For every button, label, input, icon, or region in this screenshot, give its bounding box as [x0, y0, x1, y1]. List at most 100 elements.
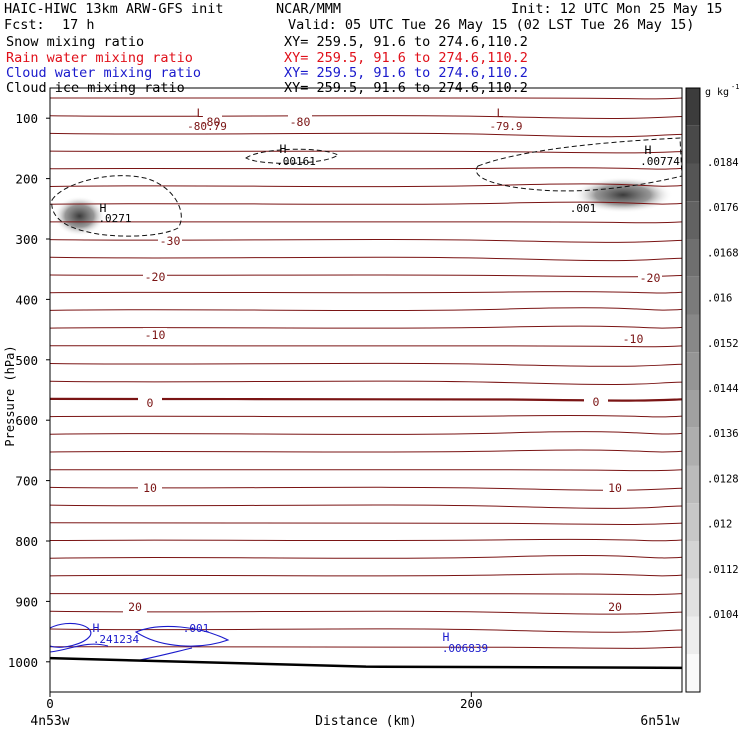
colorbar-tick-label: .0152: [707, 338, 739, 350]
isotherm-label-bg: [138, 481, 162, 494]
isotherm-line: [49, 256, 683, 262]
x-axis-label: Distance (km): [315, 714, 417, 729]
isotherm-line: [49, 486, 683, 491]
isotherm-label: -10: [145, 328, 166, 342]
isotherm-line: [49, 362, 683, 367]
y-tick-label: 1000: [8, 655, 38, 670]
org-label: NCAR/MMM: [276, 1, 342, 17]
colorbar-bin: [686, 276, 700, 315]
colorbar-bin: [686, 578, 700, 617]
extremum-value: .006839: [442, 642, 488, 655]
y-tick-label: 500: [15, 353, 38, 368]
x-right-location: 6n51w: [640, 714, 679, 729]
isotherm-label: -80: [200, 115, 221, 129]
extremum-value: .00774: [640, 155, 680, 168]
field-cloudwater-name: Cloud water mixing ratio: [6, 65, 202, 81]
field-rain-xy: XY= 259.5, 91.6 to 274.6,110.2: [284, 50, 528, 66]
isotherm-line: [49, 167, 683, 170]
isotherm-line: [49, 150, 683, 154]
model-title: HAIC-HIWC 13km ARW-GFS init: [4, 1, 224, 17]
extremum-value: .241234: [93, 633, 140, 646]
extremum-marker: H: [100, 201, 107, 215]
colorbar-tick-label: .0176: [707, 202, 739, 214]
extremum-value: .001: [570, 202, 597, 215]
colorbar-tick-label: .0128: [707, 473, 739, 485]
isotherm-line: [49, 538, 683, 542]
isotherm-line: [49, 380, 683, 385]
cloud-water-contour: [134, 625, 230, 647]
y-tick-label: 800: [15, 534, 38, 549]
field-snow-name: Snow mixing ratio: [6, 34, 145, 50]
cloud-water-contour: [49, 622, 92, 648]
isotherm-label-bg: [603, 600, 627, 613]
colorbar-bin: [686, 163, 700, 202]
isotherm-label-bg: [198, 115, 222, 128]
isotherm-line: [49, 628, 683, 633]
isotherm-label: 20: [128, 600, 142, 614]
colorbar-tick-label: .0104: [707, 609, 739, 621]
isotherm-line: [49, 646, 683, 649]
isotherm-line: [49, 239, 683, 243]
y-tick-label: 600: [15, 413, 38, 428]
isotherm-line: [49, 449, 683, 453]
isotherm-line: [49, 431, 683, 435]
isotherm-label-bg: [638, 271, 662, 284]
isotherm-line: [49, 183, 683, 188]
colorbar-bin: [686, 239, 700, 277]
isotherm-label-bg: [123, 600, 147, 613]
colorbar-tick-label: .0168: [707, 247, 739, 259]
isotherm-line: [49, 291, 683, 294]
isotherm-label: 10: [143, 481, 157, 495]
isotherm-label: -10: [623, 332, 644, 346]
colorbar-bin: [686, 88, 700, 126]
colorbar-frame: [685, 87, 701, 693]
extremum-value: .0271: [98, 212, 131, 225]
extremum-marker: L: [197, 106, 204, 120]
extremum-marker: H: [443, 630, 450, 644]
isotherm-line: [49, 610, 683, 615]
colorbar-bin: [686, 654, 700, 692]
isotherm-line: [49, 325, 683, 329]
init-time: Init: 12 UTC Mon 25 May 15: [511, 1, 723, 17]
colorbar-tick-label: .0144: [707, 383, 739, 395]
extremum-value: .00161: [276, 155, 316, 168]
y-tick-label: 700: [15, 474, 38, 489]
extremum-value: .001: [183, 622, 210, 635]
terrain-line: [49, 656, 683, 670]
cloud-ice-contour: [245, 148, 339, 164]
colorbar-bin: [686, 201, 700, 239]
isotherm-line: [49, 221, 683, 224]
extremum-value: -79.9: [489, 120, 522, 133]
colorbar-tick-label: .0112: [707, 564, 739, 576]
x-tick-label: 200: [460, 696, 483, 711]
isotherm-line: [49, 115, 683, 119]
isotherm-line: [49, 132, 683, 138]
fcst-label: Fcst:: [4, 17, 45, 33]
isotherm-line: [49, 345, 683, 348]
colorbar-tick-label: .0184: [707, 157, 739, 169]
isotherm-line: [50, 97, 683, 100]
isotherm-label-bg: [143, 328, 167, 341]
plot-frame: [49, 87, 683, 693]
isotherm-label: -20: [145, 270, 166, 284]
cloud-water-contour: [139, 647, 193, 661]
cloud-water-contour: [49, 643, 109, 653]
snow-max: [53, 196, 106, 237]
colorbar-bin: [686, 390, 700, 428]
isotherm-label: -80: [290, 115, 311, 129]
isotherm-label: 0: [593, 395, 600, 409]
field-cloudwater-xy: XY= 259.5, 91.6 to 274.6,110.2: [284, 65, 528, 81]
isotherm-line: [49, 397, 683, 402]
isotherm-line: [49, 201, 683, 205]
colorbar-bin: [686, 616, 700, 655]
isotherm-line: [49, 593, 683, 596]
field-snow-xy: XY= 259.5, 91.6 to 274.6,110.2: [284, 34, 528, 50]
colorbar-tick-label: .016: [707, 293, 732, 305]
isotherm-label-bg: [158, 234, 182, 247]
isotherm-label-bg: [584, 395, 608, 408]
isotherm-line: [49, 504, 683, 509]
colorbar-unit-exponent: -1: [731, 83, 739, 91]
colorbar-unit: g kg: [705, 87, 729, 98]
isotherm-label-bg: [603, 481, 627, 494]
